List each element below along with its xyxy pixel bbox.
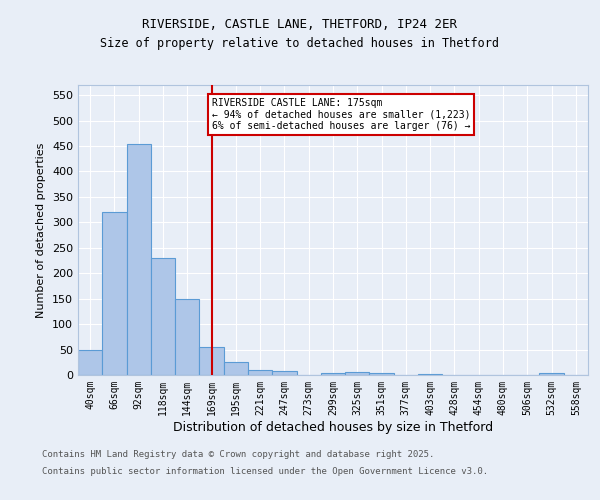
Bar xyxy=(272,371,296,375)
Bar xyxy=(248,370,272,375)
Y-axis label: Number of detached properties: Number of detached properties xyxy=(37,142,46,318)
Text: Size of property relative to detached houses in Thetford: Size of property relative to detached ho… xyxy=(101,38,499,51)
Bar xyxy=(127,144,151,375)
Bar xyxy=(418,374,442,375)
X-axis label: Distribution of detached houses by size in Thetford: Distribution of detached houses by size … xyxy=(173,420,493,434)
Bar xyxy=(321,374,345,375)
Bar xyxy=(224,362,248,375)
Bar xyxy=(102,212,127,375)
Text: RIVERSIDE, CASTLE LANE, THETFORD, IP24 2ER: RIVERSIDE, CASTLE LANE, THETFORD, IP24 2… xyxy=(143,18,458,30)
Text: Contains HM Land Registry data © Crown copyright and database right 2025.: Contains HM Land Registry data © Crown c… xyxy=(42,450,434,459)
Bar xyxy=(539,373,564,375)
Bar xyxy=(175,298,199,375)
Bar xyxy=(345,372,370,375)
Bar xyxy=(151,258,175,375)
Bar xyxy=(78,350,102,375)
Bar xyxy=(370,373,394,375)
Text: Contains public sector information licensed under the Open Government Licence v3: Contains public sector information licen… xyxy=(42,468,488,476)
Text: RIVERSIDE CASTLE LANE: 175sqm
← 94% of detached houses are smaller (1,223)
6% of: RIVERSIDE CASTLE LANE: 175sqm ← 94% of d… xyxy=(212,98,470,131)
Bar xyxy=(199,347,224,375)
